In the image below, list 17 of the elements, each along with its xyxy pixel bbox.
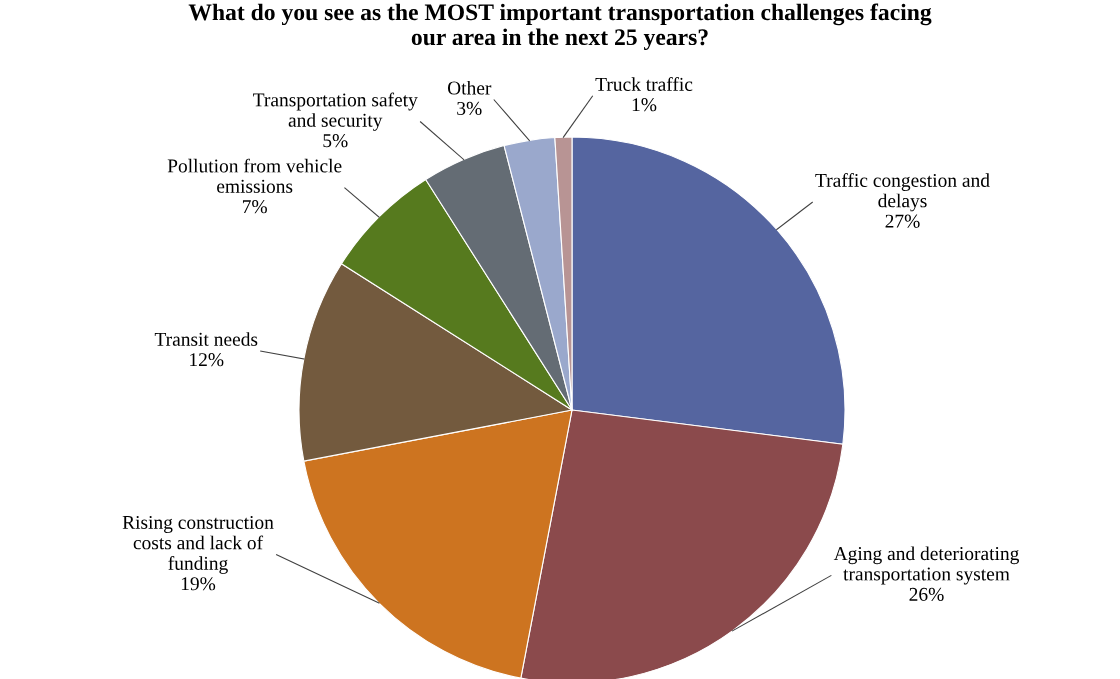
slice-label: Transportation safety and security [253,92,418,131]
slice-label: Transit needs [154,332,258,346]
slice-label: Other [447,80,492,95]
slice-label: Rising construction costs and lack of funding [122,515,274,574]
slice-label: Aging and deteriorating transportation system [833,546,1019,585]
data-label: 7% [242,200,267,214]
data-label: 19% [181,577,216,591]
data-label: 12% [190,353,224,367]
data-label: 5% [323,134,348,148]
data-label: 27% [885,214,920,228]
data-label: 26% [909,587,944,601]
chart-title: What do you see as the MOST important transportation challenges facing our area in the next 25 years? [188,3,932,50]
slice-label: Truck traffic [595,77,693,91]
data-label: 1% [632,98,657,112]
slice-label: Traffic congestion and delays [815,173,990,212]
data-label: 3% [457,101,482,116]
slice-label: Pollution from vehicle emissions [167,158,342,193]
